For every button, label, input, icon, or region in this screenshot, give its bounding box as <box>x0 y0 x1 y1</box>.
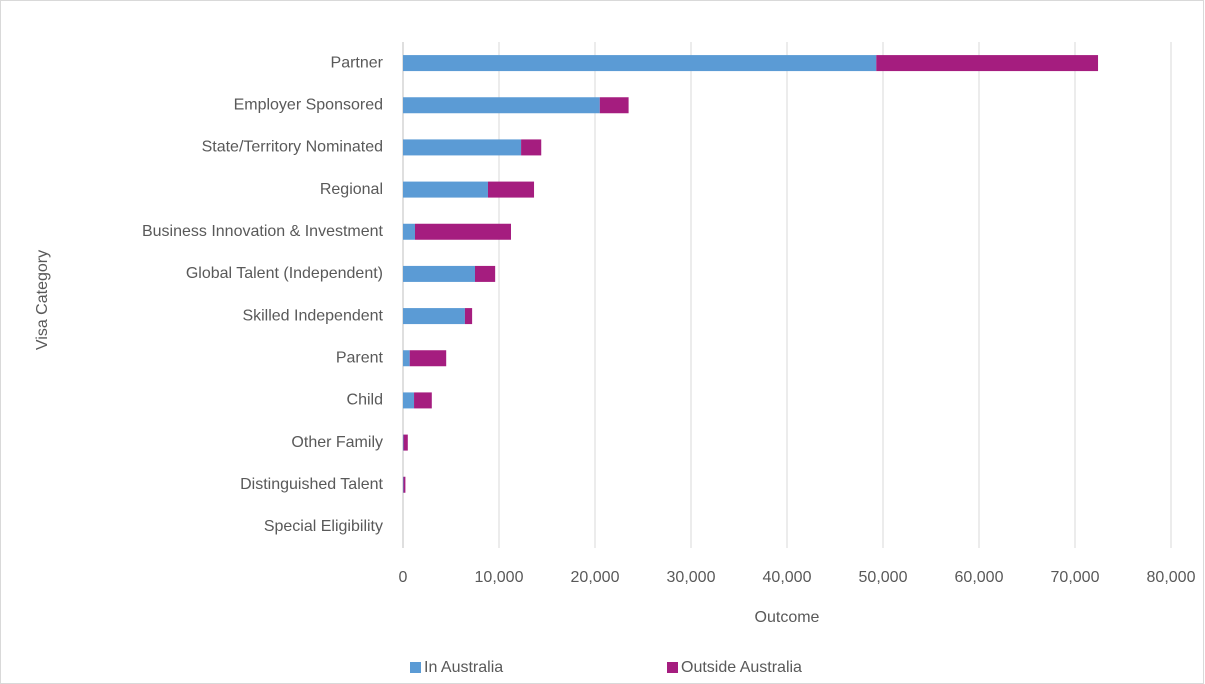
bar-segment <box>403 308 465 325</box>
x-tick-label: 20,000 <box>571 569 620 586</box>
legend-label: Outside Australia <box>681 659 802 676</box>
x-tick-label: 70,000 <box>1051 569 1100 586</box>
bar-segment <box>403 223 415 240</box>
x-tick-label: 80,000 <box>1147 569 1196 586</box>
bar-segment <box>415 223 511 240</box>
y-tick-label: State/Territory Nominated <box>202 139 383 156</box>
bar-segment <box>403 97 600 114</box>
bar-segment <box>464 308 473 325</box>
y-tick-label: Regional <box>320 181 383 198</box>
y-tick-label: Employer Sponsored <box>234 96 383 113</box>
y-tick-label: Skilled Independent <box>242 307 383 324</box>
bar-segment <box>599 97 629 114</box>
y-tick-label: Child <box>347 392 383 409</box>
y-tick-label: Parent <box>336 349 384 366</box>
x-axis-label: Outcome <box>755 609 820 626</box>
legend-swatch <box>410 662 421 673</box>
bar-segment <box>876 55 1099 72</box>
x-tick-label: 60,000 <box>955 569 1004 586</box>
bar-segment <box>403 392 415 409</box>
y-tick-label: Other Family <box>291 434 383 451</box>
y-tick-label: Business Innovation & Investment <box>142 223 384 240</box>
bar-segment <box>403 476 406 493</box>
x-tick-label: 10,000 <box>475 569 524 586</box>
x-tick-label: 0 <box>399 569 408 586</box>
bar-segment <box>403 434 408 451</box>
bar-segment <box>414 392 432 409</box>
x-tick-label: 30,000 <box>667 569 716 586</box>
y-tick-label: Distinguished Talent <box>240 476 383 493</box>
bar-segment <box>521 139 542 156</box>
bar-segment <box>409 350 447 367</box>
bar-segment <box>487 181 535 198</box>
bar-segment <box>403 55 877 72</box>
y-axis-label: Visa Category <box>34 250 51 350</box>
bar-segment <box>403 350 410 367</box>
y-tick-label: Partner <box>331 54 384 71</box>
bar-segment <box>475 265 496 282</box>
x-tick-label: 50,000 <box>859 569 908 586</box>
legend-label: In Australia <box>424 659 503 676</box>
bar-segment <box>403 265 475 282</box>
y-tick-label: Special Eligibility <box>264 518 383 535</box>
bar-segment <box>403 139 522 156</box>
bar-segment <box>403 181 488 198</box>
x-tick-label: 40,000 <box>763 569 812 586</box>
legend-swatch <box>667 662 678 673</box>
y-tick-label: Global Talent (Independent) <box>186 265 383 282</box>
